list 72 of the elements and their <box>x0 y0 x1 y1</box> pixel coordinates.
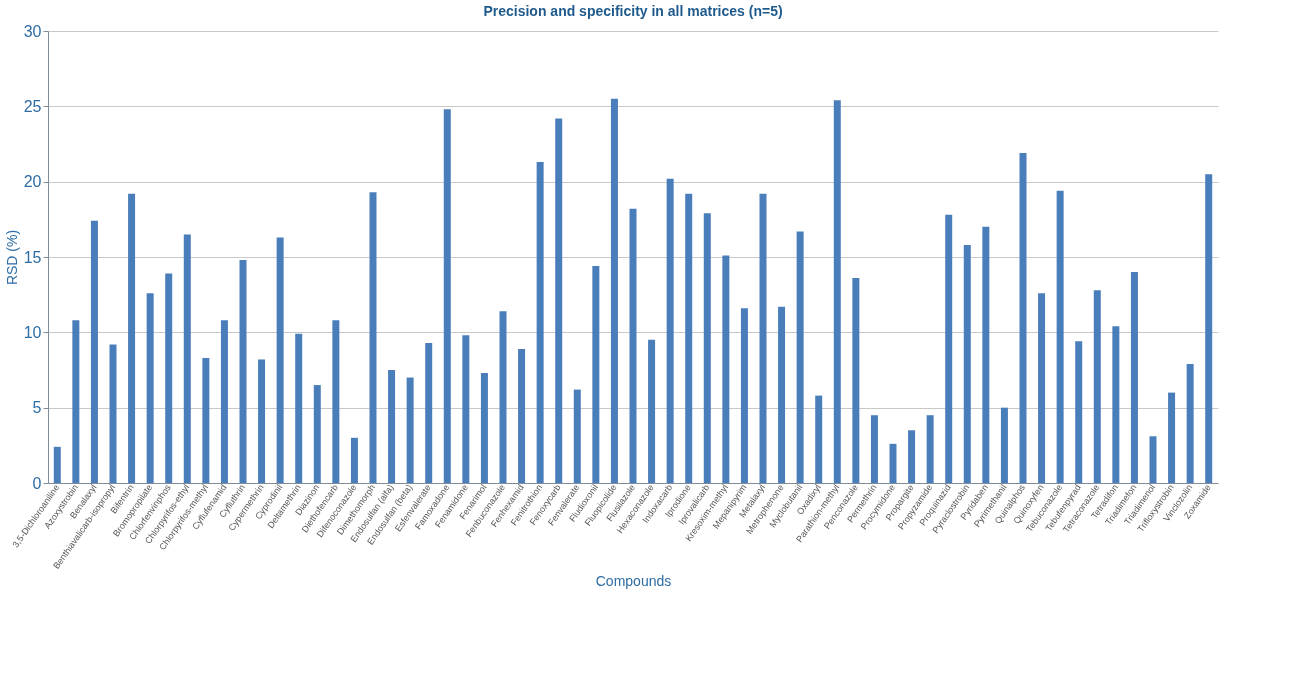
bar <box>1000 407 1008 483</box>
bar <box>963 244 971 483</box>
bar <box>72 320 80 483</box>
bar <box>722 255 730 483</box>
bar <box>425 342 433 483</box>
y-tick-label: 5 <box>32 399 42 417</box>
bar <box>518 348 526 483</box>
bar <box>276 237 284 483</box>
bar <box>815 395 823 483</box>
bar <box>313 385 321 483</box>
bar <box>982 226 990 483</box>
bar <box>1075 341 1083 483</box>
bar <box>648 339 656 483</box>
y-tick-label: 30 <box>23 22 42 40</box>
bar <box>1093 290 1101 483</box>
bar <box>908 430 916 483</box>
bar <box>1112 326 1120 483</box>
bar <box>536 162 544 483</box>
bar <box>555 118 563 483</box>
bar <box>480 373 488 483</box>
bar <box>610 98 618 483</box>
bar <box>926 415 934 483</box>
bar <box>295 333 303 483</box>
bar <box>109 344 117 483</box>
bar <box>443 109 451 483</box>
bar <box>499 311 507 483</box>
bar <box>1038 293 1046 483</box>
bar <box>369 192 377 483</box>
bar <box>462 335 470 483</box>
bar <box>1130 272 1138 483</box>
bar <box>165 273 173 483</box>
bar <box>759 193 767 483</box>
y-tick-label: 10 <box>23 323 42 341</box>
bar <box>889 443 897 483</box>
y-tick-label: 15 <box>23 248 42 266</box>
bar <box>796 231 804 483</box>
bar <box>685 193 693 483</box>
bar <box>146 293 154 483</box>
bar <box>778 306 786 483</box>
bar <box>1168 392 1176 483</box>
y-axis-title: RSD (%) <box>3 229 20 286</box>
bar <box>703 213 711 483</box>
bar <box>666 178 674 483</box>
y-tick-label: 25 <box>23 97 42 115</box>
bar <box>53 446 61 483</box>
bar <box>239 260 247 483</box>
bar <box>945 214 953 483</box>
bar <box>258 359 266 483</box>
bar <box>740 308 748 483</box>
bar <box>629 208 637 483</box>
bar <box>350 437 358 483</box>
bar <box>1205 174 1213 483</box>
bar <box>592 266 600 483</box>
bar <box>833 100 841 483</box>
bar <box>332 320 340 483</box>
bar <box>1056 190 1064 483</box>
bar <box>388 370 396 483</box>
bar <box>1186 363 1194 483</box>
chart-title: Precision and specificity in all matrices (n=5) <box>483 3 783 19</box>
bar <box>406 377 414 483</box>
bar <box>573 389 581 483</box>
bar <box>202 357 210 483</box>
bar <box>90 220 98 483</box>
bar <box>183 234 191 483</box>
y-tick-label: 20 <box>23 173 42 191</box>
bar <box>852 278 860 483</box>
bar <box>1019 153 1027 483</box>
bar <box>870 415 878 483</box>
bar <box>128 193 136 483</box>
bar <box>220 320 228 483</box>
bar <box>1149 436 1157 483</box>
x-axis-title: Compounds <box>595 572 672 589</box>
